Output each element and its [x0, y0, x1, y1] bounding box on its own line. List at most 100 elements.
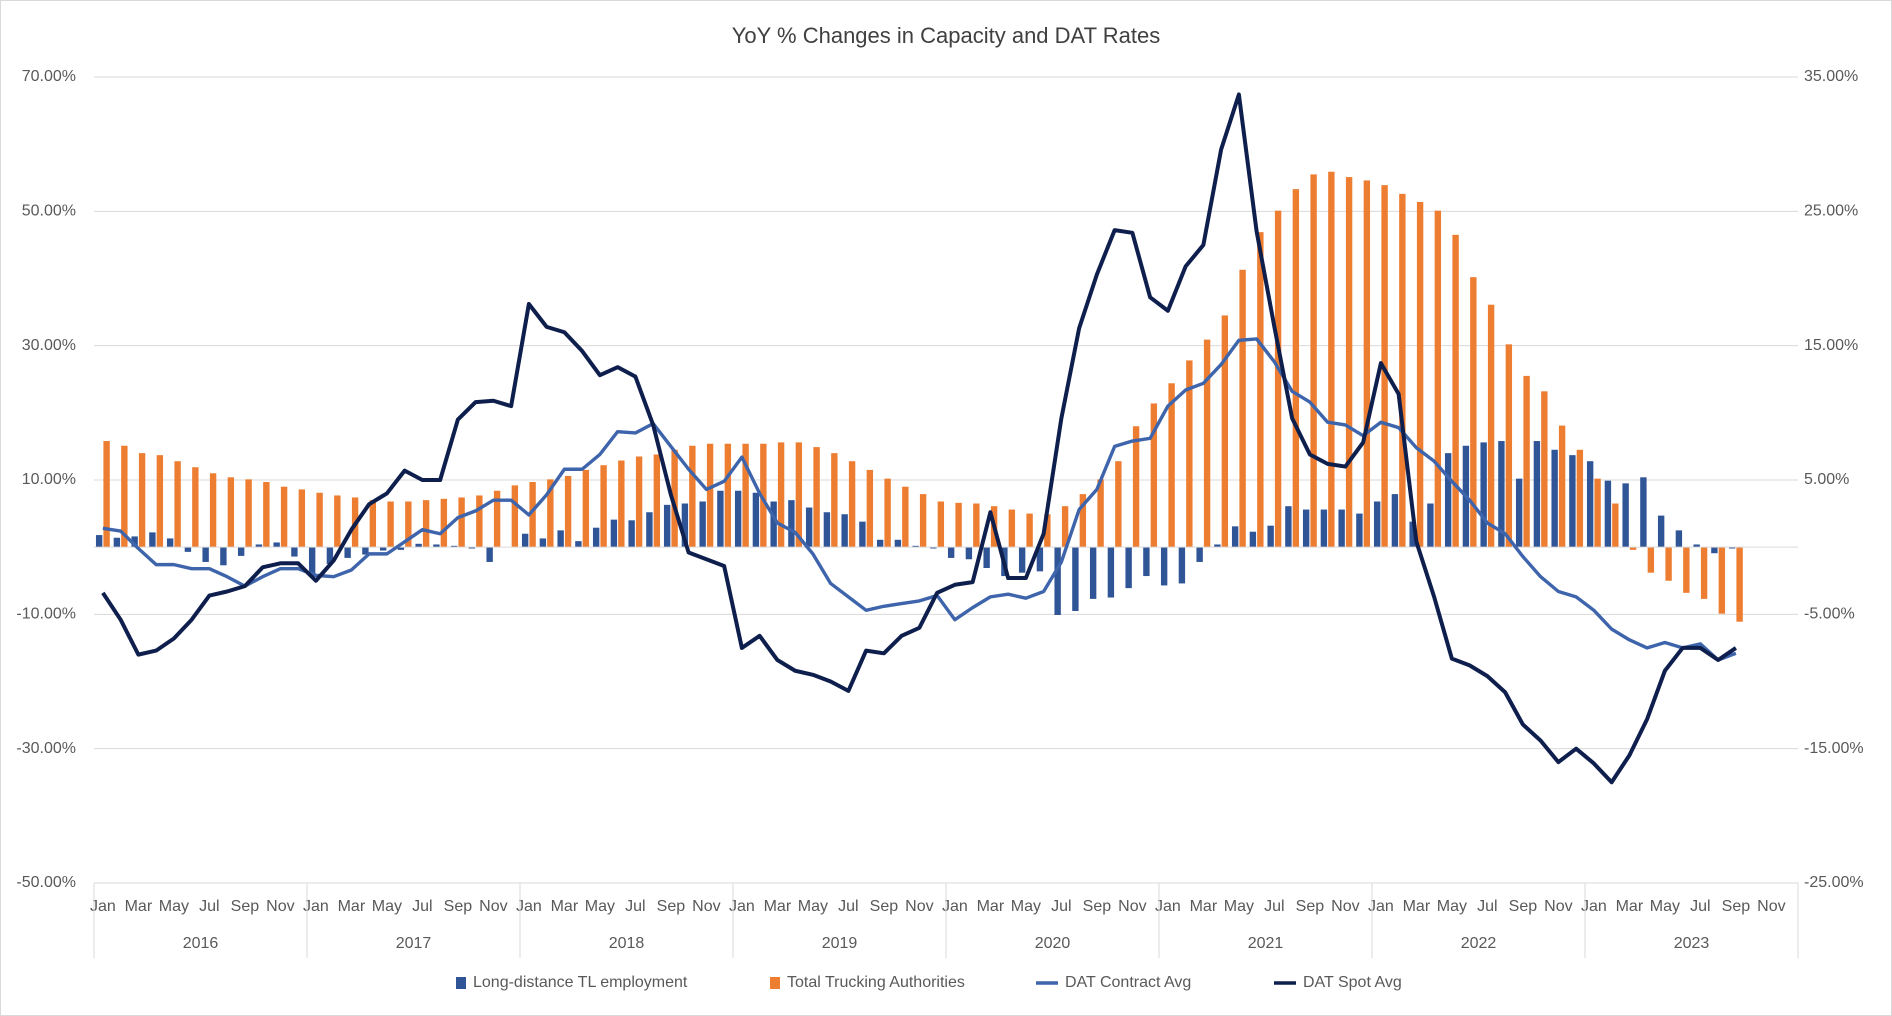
- bar: [777, 442, 785, 548]
- bar: [1487, 304, 1495, 548]
- bar: [1008, 509, 1016, 548]
- x-tick-label: Sep: [1509, 898, 1538, 915]
- bar: [149, 532, 156, 548]
- bar: [1665, 547, 1672, 581]
- x-tick-label: Mar: [1403, 898, 1431, 915]
- bar: [405, 501, 412, 548]
- bar: [1409, 521, 1416, 548]
- x-tick-label: May: [159, 898, 189, 915]
- bar: [1186, 360, 1193, 548]
- bar: [1604, 480, 1612, 548]
- x-tick-label: May: [1437, 898, 1467, 915]
- bar: [1079, 494, 1087, 548]
- x-tick-label: Sep: [1296, 898, 1325, 915]
- bar: [298, 489, 306, 548]
- bar: [937, 501, 945, 548]
- legend-swatch: [770, 977, 780, 989]
- bar: [1214, 544, 1221, 548]
- bar: [521, 533, 529, 548]
- bar: [912, 545, 919, 548]
- y-tick-label: 30.00%: [22, 337, 76, 354]
- bar: [1328, 171, 1335, 548]
- bar: [1640, 477, 1647, 548]
- x-tick-label: Sep: [1083, 898, 1112, 915]
- bar: [1444, 453, 1452, 548]
- bar: [724, 443, 732, 548]
- bar: [458, 497, 465, 548]
- bar: [369, 500, 377, 548]
- bar: [1416, 201, 1424, 548]
- bar: [1683, 547, 1690, 593]
- x-tick-label: Jan: [729, 898, 755, 915]
- y2-tick-label: -25.00%: [1804, 874, 1864, 891]
- year-label: 2016: [183, 935, 219, 952]
- bar: [1391, 494, 1399, 548]
- bar: [113, 537, 121, 548]
- bar: [1700, 547, 1708, 599]
- bar: [557, 530, 564, 548]
- bar: [379, 547, 387, 551]
- x-tick-label: Jan: [1368, 898, 1394, 915]
- bar: [1399, 193, 1406, 548]
- y2-tick-label: 5.00%: [1804, 471, 1849, 488]
- bar: [1569, 455, 1576, 548]
- bar: [1257, 232, 1264, 548]
- bar: [440, 498, 448, 548]
- bar: [653, 454, 661, 548]
- bar: [1498, 441, 1505, 548]
- x-tick-label: Jan: [1155, 898, 1181, 915]
- bar: [717, 490, 724, 548]
- bar: [1249, 531, 1257, 548]
- bar: [166, 538, 174, 548]
- bar: [468, 547, 476, 549]
- x-tick-label: Mar: [338, 898, 366, 915]
- bar: [706, 443, 714, 548]
- bar: [529, 482, 536, 548]
- bar: [95, 535, 103, 548]
- bar: [582, 469, 590, 548]
- line: [102, 337, 1737, 662]
- x-tick-label: Nov: [905, 898, 933, 915]
- bar: [592, 527, 600, 548]
- bar: [1629, 547, 1637, 550]
- bar: [1178, 547, 1186, 584]
- bar: [752, 492, 760, 548]
- x-tick-label: Mar: [1616, 898, 1644, 915]
- bar: [184, 547, 192, 552]
- bar: [663, 504, 671, 548]
- x-tick-label: Nov: [1544, 898, 1572, 915]
- bar: [1143, 547, 1150, 577]
- bar: [1541, 391, 1548, 548]
- bar: [192, 467, 199, 548]
- x-tick-label: Jan: [516, 898, 542, 915]
- bar: [1044, 514, 1051, 548]
- bar: [983, 547, 990, 568]
- bar: [344, 547, 351, 558]
- bar: [547, 479, 554, 548]
- bar: [1736, 547, 1743, 622]
- bar: [681, 503, 689, 548]
- bar: [415, 543, 422, 548]
- bar: [848, 461, 856, 548]
- bar: [316, 492, 323, 548]
- bar: [1203, 339, 1211, 548]
- y2-tick-label: 25.00%: [1804, 203, 1858, 220]
- bar: [1221, 315, 1229, 548]
- line: [101, 92, 1738, 785]
- bar: [894, 539, 902, 548]
- bar: [1711, 547, 1718, 554]
- x-tick-label: Jul: [199, 898, 219, 915]
- bar: [1373, 501, 1381, 548]
- bar: [1647, 547, 1655, 573]
- bar: [174, 461, 181, 548]
- x-tick-label: Nov: [692, 898, 720, 915]
- bar: [742, 443, 749, 548]
- bar: [245, 479, 252, 548]
- x-tick-label: Jul: [1477, 898, 1497, 915]
- bar: [476, 495, 483, 548]
- bar: [1693, 544, 1700, 548]
- x-tick-label: May: [372, 898, 402, 915]
- bar: [1505, 344, 1513, 548]
- bar: [919, 494, 927, 548]
